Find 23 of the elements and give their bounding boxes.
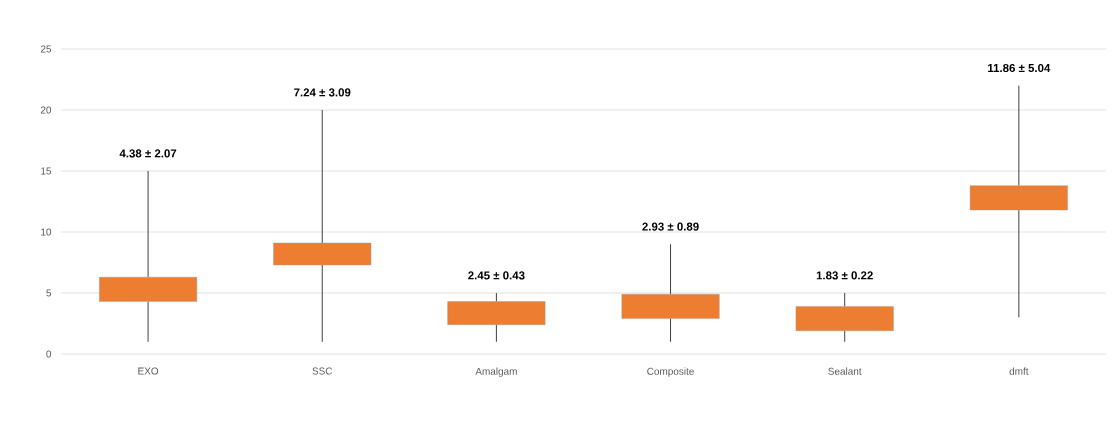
y-tick-label: 5: [46, 289, 52, 297]
annotation: 7.24 ± 3.09: [294, 88, 351, 97]
annotation: 1.83 ± 0.22: [816, 271, 873, 280]
candlestick: [273, 109, 372, 343]
candlestick: [795, 292, 894, 343]
candlestick: [99, 170, 198, 343]
y-tick-label: 20: [40, 106, 52, 114]
x-tick-label: Sealant: [828, 367, 862, 375]
y-tick-label: 0: [46, 350, 52, 358]
x-tick-label: SSC: [312, 367, 333, 375]
x-tick-label: Composite: [647, 367, 694, 377]
x-tick-label: EXO: [138, 367, 159, 375]
y-tick-label: 10: [41, 228, 52, 236]
annotation: 11.86 ± 5.04: [988, 63, 1051, 73]
candlestick: [621, 243, 720, 343]
annotation: 2.93 ± 0.89: [642, 222, 699, 231]
annotation: 2.45 ± 0.43: [468, 271, 525, 280]
annotation: 4.38 ± 2.07: [119, 149, 177, 158]
y-tick-label: 25: [40, 45, 52, 53]
y-tick-label: 15: [41, 167, 52, 175]
x-tick-label: dmft: [1009, 367, 1029, 375]
x-tick-label: Amalgam: [475, 367, 517, 377]
candlestick: [969, 85, 1068, 318]
